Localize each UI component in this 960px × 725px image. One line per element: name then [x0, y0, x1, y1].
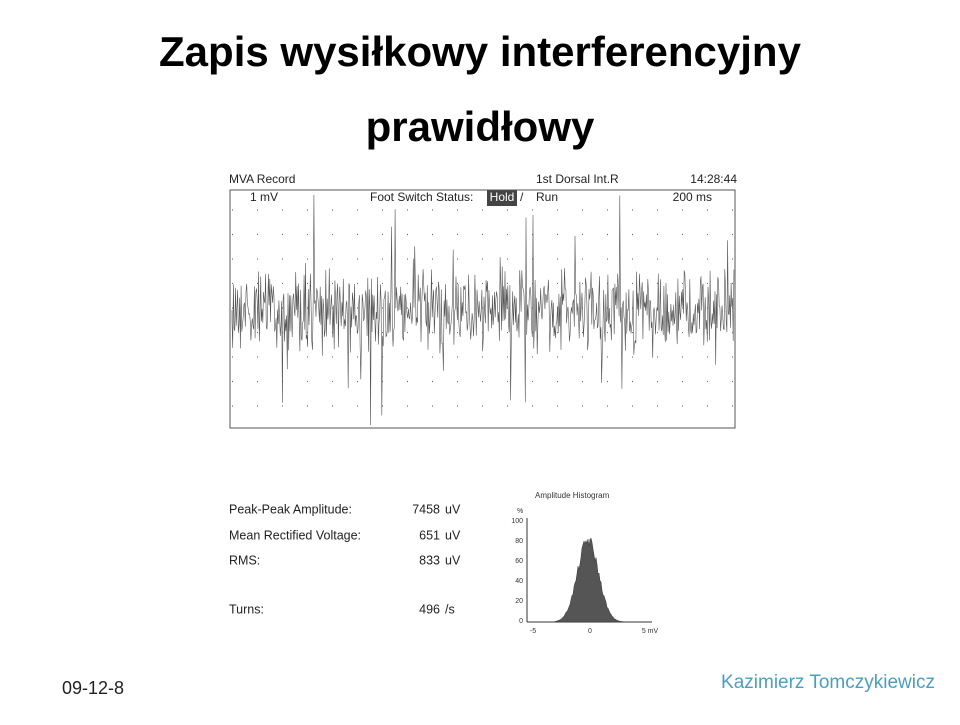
y-unit: % [517, 508, 523, 515]
stat-value: 833 [419, 553, 440, 567]
hold-box [487, 190, 517, 206]
stat-value: 651 [419, 528, 440, 542]
sweep: 200 ms [673, 190, 712, 204]
stat-unit: uV [445, 502, 461, 516]
stat-value: 7458 [412, 502, 440, 516]
muscle: 1st Dorsal Int.R [536, 172, 619, 186]
histogram-title: Amplitude Histogram [535, 491, 610, 500]
stats: Peak-Peak Amplitude: 7458 uV Mean Rectified… [229, 502, 461, 616]
run: Run [536, 190, 558, 204]
y-tick-label: 60 [515, 558, 523, 565]
y-tick-label: 100 [511, 518, 523, 525]
slash: / [520, 190, 524, 204]
hold: Hold [490, 190, 515, 204]
histogram-ticks: 100 80 60 40 20 0 -5 0 5 mV [511, 518, 658, 635]
stat-label: Turns: [229, 602, 264, 616]
title-line: Zapis wysiłkowy interferencyjny [159, 28, 802, 75]
grid-dots [232, 209, 734, 407]
date: 09-12-8 [62, 678, 124, 698]
emg-trace [231, 194, 735, 426]
histogram: Amplitude Histogram % 100 80 60 40 20 0 -5 0 5 m… [511, 491, 658, 635]
trace-frame [229, 189, 736, 429]
y-tick-label: 80 [515, 538, 523, 545]
record-name: MVA Record [229, 172, 295, 186]
y-tick-label: 20 [515, 598, 523, 605]
time: 14:28:44 [690, 172, 737, 186]
stat-unit: /s [445, 602, 455, 616]
histogram-shape [554, 537, 626, 623]
x-tick-label: 5 mV [642, 628, 659, 635]
switch-label: Foot Switch Status: [370, 190, 473, 204]
stat-value: 496 [419, 602, 440, 616]
x-tick-label: 0 [588, 628, 592, 635]
author: Kazimierz Tomczykiewicz [721, 672, 935, 693]
emg-scan: MVA Record 1st Dorsal Int.R 14:28:44 1 m… [229, 172, 737, 429]
title-line: prawidłowy [366, 103, 595, 150]
stat-label: Mean Rectified Voltage: [229, 528, 361, 542]
stat-label: RMS: [229, 553, 260, 567]
stat-unit: uV [445, 553, 461, 567]
x-tick-label: -5 [530, 628, 536, 635]
stat-unit: uV [445, 528, 461, 542]
y-tick-label: 40 [515, 578, 523, 585]
y-tick-label: 0 [519, 618, 523, 625]
sensitivity: 1 mV [250, 190, 278, 204]
stat-label: Peak-Peak Amplitude: [229, 502, 352, 516]
